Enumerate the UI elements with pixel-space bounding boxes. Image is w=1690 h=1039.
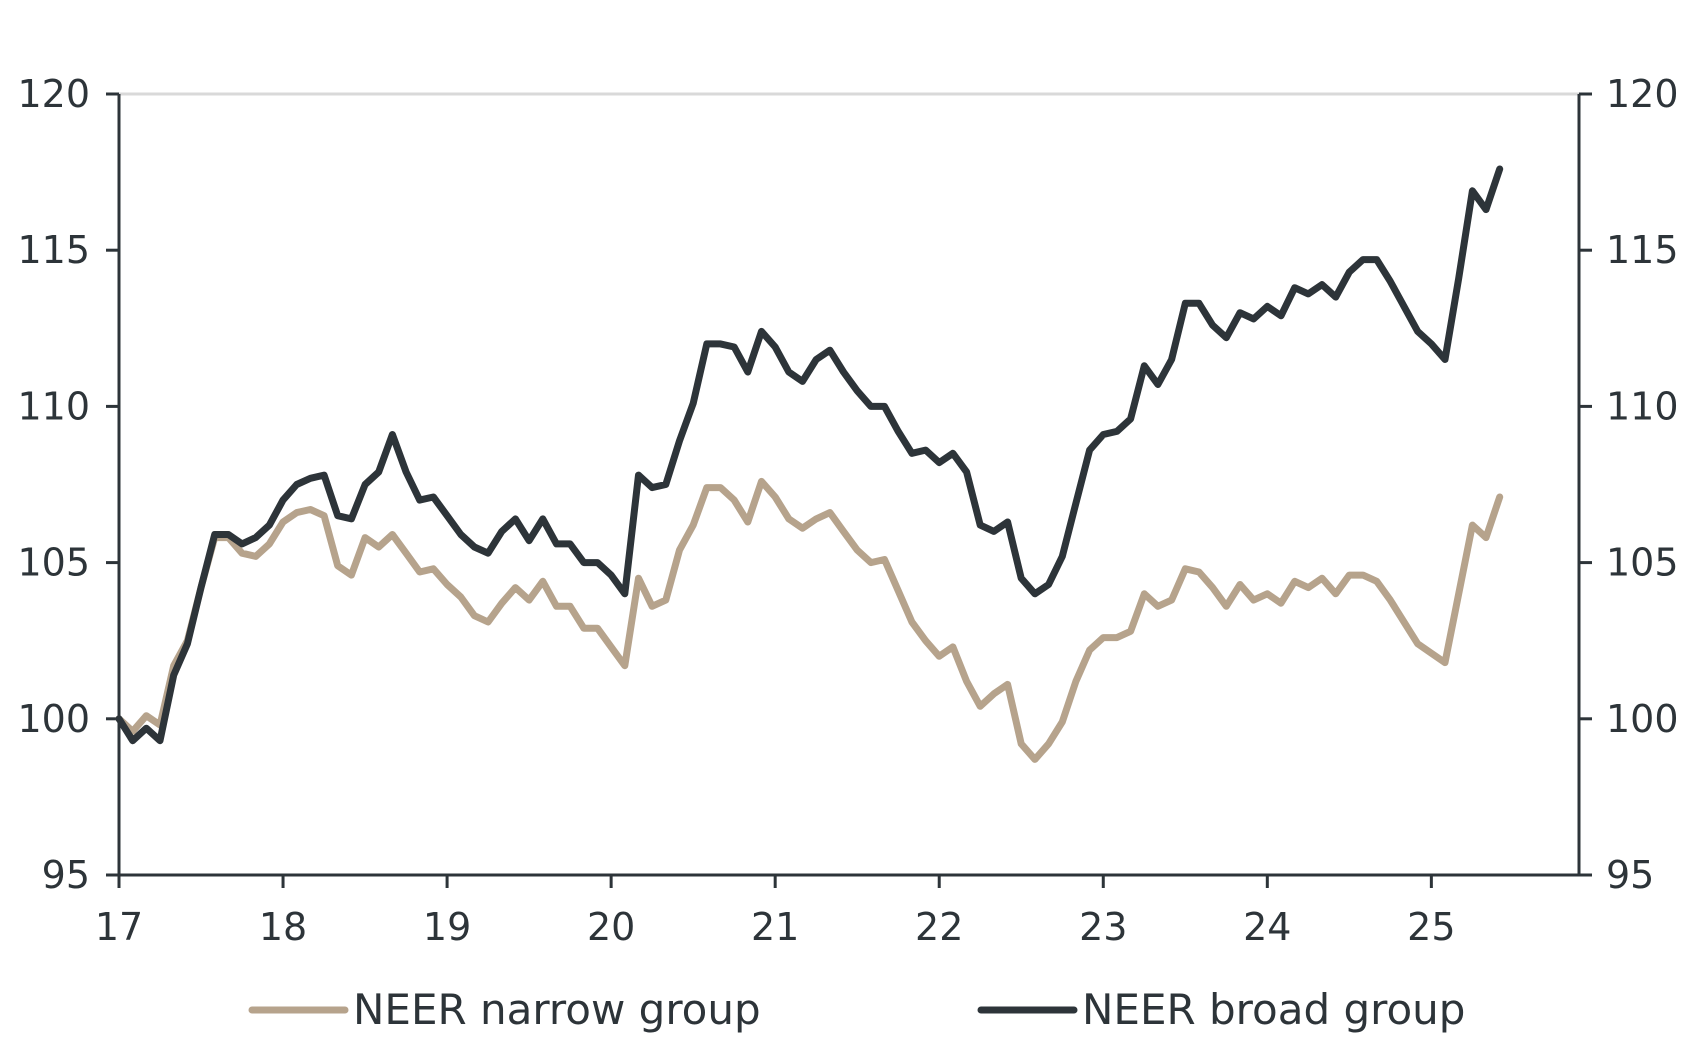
y-left-tick-label-110: 110: [17, 384, 90, 428]
y-left-tick-label-120: 120: [17, 72, 90, 116]
x-tick-label-24: 24: [1243, 905, 1291, 949]
x-tick-label-18: 18: [259, 905, 307, 949]
x-tick-label-21: 21: [751, 905, 799, 949]
legend-label-narrow: NEER narrow group: [353, 985, 761, 1034]
y-right-tick-label-115: 115: [1606, 228, 1679, 272]
x-tick-label-20: 20: [587, 905, 635, 949]
series-lines: [115, 165, 1504, 763]
x-tick-label-17: 17: [95, 905, 143, 949]
x-tick-label-25: 25: [1407, 905, 1455, 949]
legend: NEER narrow group NEER broad group: [248, 985, 1465, 1034]
y-right-tick-label-110: 110: [1606, 384, 1679, 428]
series-line-broad: [115, 165, 1504, 745]
y-right-tick-label-100: 100: [1606, 697, 1679, 741]
y-left-tick-label-100: 100: [17, 697, 90, 741]
y-right-tick-label-120: 120: [1606, 72, 1679, 116]
y-left-tick-label-105: 105: [17, 541, 90, 585]
y-axis-right-ticks: 95 100 105 110 115 120: [1579, 72, 1679, 897]
x-tick-label-19: 19: [423, 905, 471, 949]
y-right-tick-label-95: 95: [1606, 853, 1654, 897]
y-left-tick-label-115: 115: [17, 228, 90, 272]
legend-label-broad: NEER broad group: [1082, 985, 1465, 1034]
x-tick-label-22: 22: [915, 905, 963, 949]
y-axis-left-ticks: 95 100 105 110 115 120: [17, 72, 119, 897]
x-tick-label-23: 23: [1079, 905, 1127, 949]
series-line-narrow: [115, 477, 1504, 763]
y-left-tick-label-95: 95: [42, 853, 90, 897]
x-axis-ticks: 17 18 19 20 21 22 23 24 25: [95, 875, 1456, 949]
y-right-tick-label-105: 105: [1606, 541, 1679, 585]
